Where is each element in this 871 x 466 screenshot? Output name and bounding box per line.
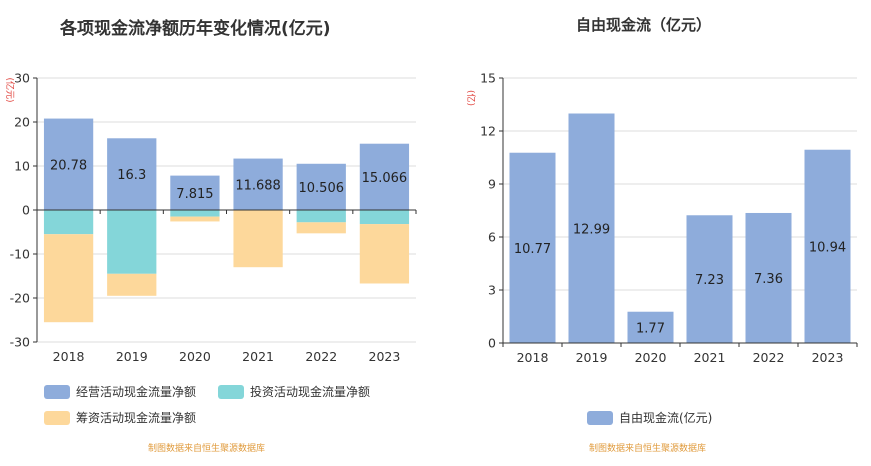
left-y-tick-label: -30 <box>10 335 30 350</box>
left-bar-2022-series1 <box>296 210 346 223</box>
left-y-tick-label: 10 <box>14 159 30 174</box>
left-y-axis-label: (亿元) <box>4 77 16 102</box>
right-y-tick-label: 15 <box>480 71 496 86</box>
legend-label-investing: 投资活动现金流量净额 <box>250 385 371 399</box>
left-bar-2020-series1 <box>170 210 220 217</box>
left-data-label-2023: 15.066 <box>362 171 408 186</box>
left-chart-svg: (亿元) -30 -20 -10 0 10 20 30 20.78 2018 16.3 2019 7.8… <box>4 71 417 364</box>
right-source-note: 制图数据来自恒生聚源数据库 <box>589 444 707 454</box>
right-data-label-2021: 7.23 <box>695 273 724 288</box>
right-y-axis-label: (亿) <box>465 90 477 106</box>
left-y-tick-label: 30 <box>14 71 30 86</box>
left-bar-2018-series1 <box>43 210 94 235</box>
right-bar-2021-series0 <box>686 215 733 343</box>
legend-item-fcf[interactable]: 自由现金流(亿元) <box>587 409 712 426</box>
left-bar-2018-series2 <box>43 234 94 323</box>
right-x-tick-label: 2018 <box>517 350 549 365</box>
left-data-label-2022: 10.506 <box>299 181 345 196</box>
legend-item-financing[interactable]: 筹资活动现金流量净额 <box>44 409 196 426</box>
left-bar-2023-series0 <box>359 143 410 210</box>
left-bar-2020-series0 <box>170 175 220 210</box>
left-x-tick-label: 2023 <box>369 349 401 364</box>
left-bar-2023-series2 <box>359 224 410 284</box>
right-chart-title: 自由现金流（亿元） <box>576 16 712 34</box>
right-x-tick-label: 2019 <box>576 350 608 365</box>
right-x-tick-label: 2021 <box>694 350 726 365</box>
right-bar-2022-series0 <box>745 212 792 343</box>
right-y-tick-label: 9 <box>488 177 496 192</box>
left-y-tick-label: -10 <box>10 247 30 262</box>
legend-item-operating[interactable]: 经营活动现金流量净额 <box>44 383 196 400</box>
left-bar-2019-series2 <box>107 273 157 296</box>
right-data-label-2023: 10.94 <box>809 240 846 255</box>
right-data-label-2019: 12.99 <box>573 222 610 237</box>
left-y-tick-label: 20 <box>14 115 30 130</box>
right-bar-2023-series0 <box>804 149 851 343</box>
right-y-tick-label: 3 <box>488 283 496 298</box>
left-y-tick-label: -20 <box>10 291 30 306</box>
left-bar-2020-series2 <box>170 216 220 222</box>
left-data-label-2020: 7.815 <box>176 187 213 202</box>
left-data-label-2021: 11.688 <box>235 178 281 193</box>
legend-label-fcf: 自由现金流(亿元) <box>619 411 713 425</box>
right-bar-2019-series0 <box>568 113 615 343</box>
legend-swatch-financing <box>44 410 70 425</box>
right-chart-panel: 自由现金流（亿元） (亿) 0 3 6 9 12 15 10.77 2018 12.99 2019 1… <box>430 0 871 466</box>
left-data-label-2018: 20.78 <box>50 158 87 173</box>
left-chart-title: 各项现金流净额历年变化情况(亿元) <box>60 19 331 39</box>
left-bar-2022-series2 <box>296 222 346 234</box>
right-bar-2018-series0 <box>509 152 556 343</box>
left-bar-2021-series2 <box>233 210 283 268</box>
left-source-note: 制图数据来自恒生聚源数据库 <box>148 444 266 454</box>
legend-label-financing: 筹资活动现金流量净额 <box>76 411 197 425</box>
left-x-tick-label: 2020 <box>179 349 211 364</box>
legend-swatch-fcf <box>587 410 613 425</box>
left-bar-2019-series1 <box>107 210 157 274</box>
right-data-label-2020: 1.77 <box>636 321 665 336</box>
legend-swatch-operating <box>44 384 70 399</box>
left-data-label-2019: 16.3 <box>117 168 146 183</box>
legend-label-operating: 经营活动现金流量净额 <box>76 385 197 399</box>
left-x-tick-label: 2022 <box>305 349 337 364</box>
left-bar-2023-series1 <box>359 210 410 225</box>
right-bar-2020-series0 <box>627 311 674 343</box>
legend-item-investing[interactable]: 投资活动现金流量净额 <box>218 383 370 400</box>
left-x-tick-label: 2019 <box>116 349 148 364</box>
right-x-tick-label: 2023 <box>812 350 844 365</box>
right-x-tick-label: 2022 <box>753 350 785 365</box>
left-chart-panel: 各项现金流净额历年变化情况(亿元) (亿元) -30 -20 -10 0 10 20 30 20… <box>0 0 430 466</box>
right-data-label-2018: 10.77 <box>514 242 551 257</box>
left-bar-2018-series0 <box>43 118 94 210</box>
legend-swatch-investing <box>218 384 244 399</box>
right-chart-svg: (亿) 0 3 6 9 12 15 10.77 2018 12.99 2019 1.77 2020 7.2… <box>465 71 858 365</box>
right-y-tick-label: 0 <box>488 336 496 351</box>
left-bar-2021-series0 <box>233 158 283 210</box>
left-bar-2019-series0 <box>107 138 157 210</box>
right-y-tick-label: 6 <box>488 230 496 245</box>
right-y-tick-label: 12 <box>480 124 496 139</box>
left-x-tick-label: 2021 <box>242 349 274 364</box>
left-bar-2022-series0 <box>296 163 346 210</box>
left-x-tick-label: 2018 <box>53 349 85 364</box>
right-x-tick-label: 2020 <box>635 350 667 365</box>
right-data-label-2022: 7.36 <box>754 272 783 287</box>
left-y-tick-label: 0 <box>22 203 30 218</box>
